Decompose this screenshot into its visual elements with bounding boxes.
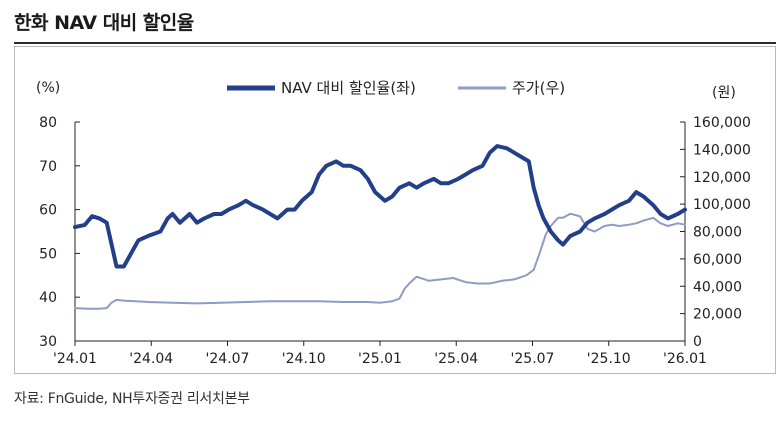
right-tick-label: 60,000 <box>693 252 742 268</box>
x-tick-label: '25.01 <box>358 351 402 367</box>
nav-discount-line <box>73 144 687 269</box>
right-tick-label: 0 <box>693 334 702 350</box>
legend-price-label: 주가(우) <box>512 79 565 97</box>
right-unit-label: (원) <box>712 85 736 101</box>
chart-axes: 80 70 60 50 40 30 160,000 140,000 120,000 100,000… <box>36 80 751 367</box>
source-note: 자료: FnGuide, NH투자증권 리서치본부 <box>14 391 250 407</box>
legend-nav-label: NAV 대비 할인율(좌) <box>281 79 416 97</box>
right-tick-label: 120,000 <box>693 170 751 186</box>
x-tick-label: '25.10 <box>587 351 631 367</box>
x-tick-label: '24.01 <box>53 351 97 367</box>
right-tick-label: 20,000 <box>693 307 742 323</box>
x-tick-label: '25.07 <box>511 351 555 367</box>
x-tick-label: '26.01 <box>663 351 707 367</box>
right-tick-label: 80,000 <box>693 225 742 241</box>
x-tick-label: '24.10 <box>282 351 326 367</box>
stock-price-line <box>74 212 686 310</box>
left-tick-label: 60 <box>39 203 57 219</box>
left-tick-label: 40 <box>39 290 57 306</box>
left-tick-label: 70 <box>39 159 57 175</box>
left-tick-label: 30 <box>39 334 57 350</box>
chart-legend: NAV 대비 할인율(좌) 주가(우) <box>227 79 565 97</box>
right-tick-label: 40,000 <box>693 279 742 295</box>
chart-title: 한화 NAV 대비 할인율 <box>14 12 194 34</box>
title-rule <box>14 42 776 44</box>
left-tick-label: 50 <box>39 246 57 262</box>
right-tick-label: 160,000 <box>693 115 751 131</box>
chart-series <box>73 144 687 310</box>
left-tick-label: 80 <box>39 115 57 131</box>
right-tick-label: 140,000 <box>693 142 751 158</box>
x-tick-label: '24.04 <box>129 351 173 367</box>
chart-frame <box>14 46 776 374</box>
left-unit-label: (%) <box>36 80 60 96</box>
right-tick-label: 100,000 <box>693 197 751 213</box>
x-tick-label: '24.07 <box>206 351 250 367</box>
x-tick-label: '25.04 <box>434 351 478 367</box>
